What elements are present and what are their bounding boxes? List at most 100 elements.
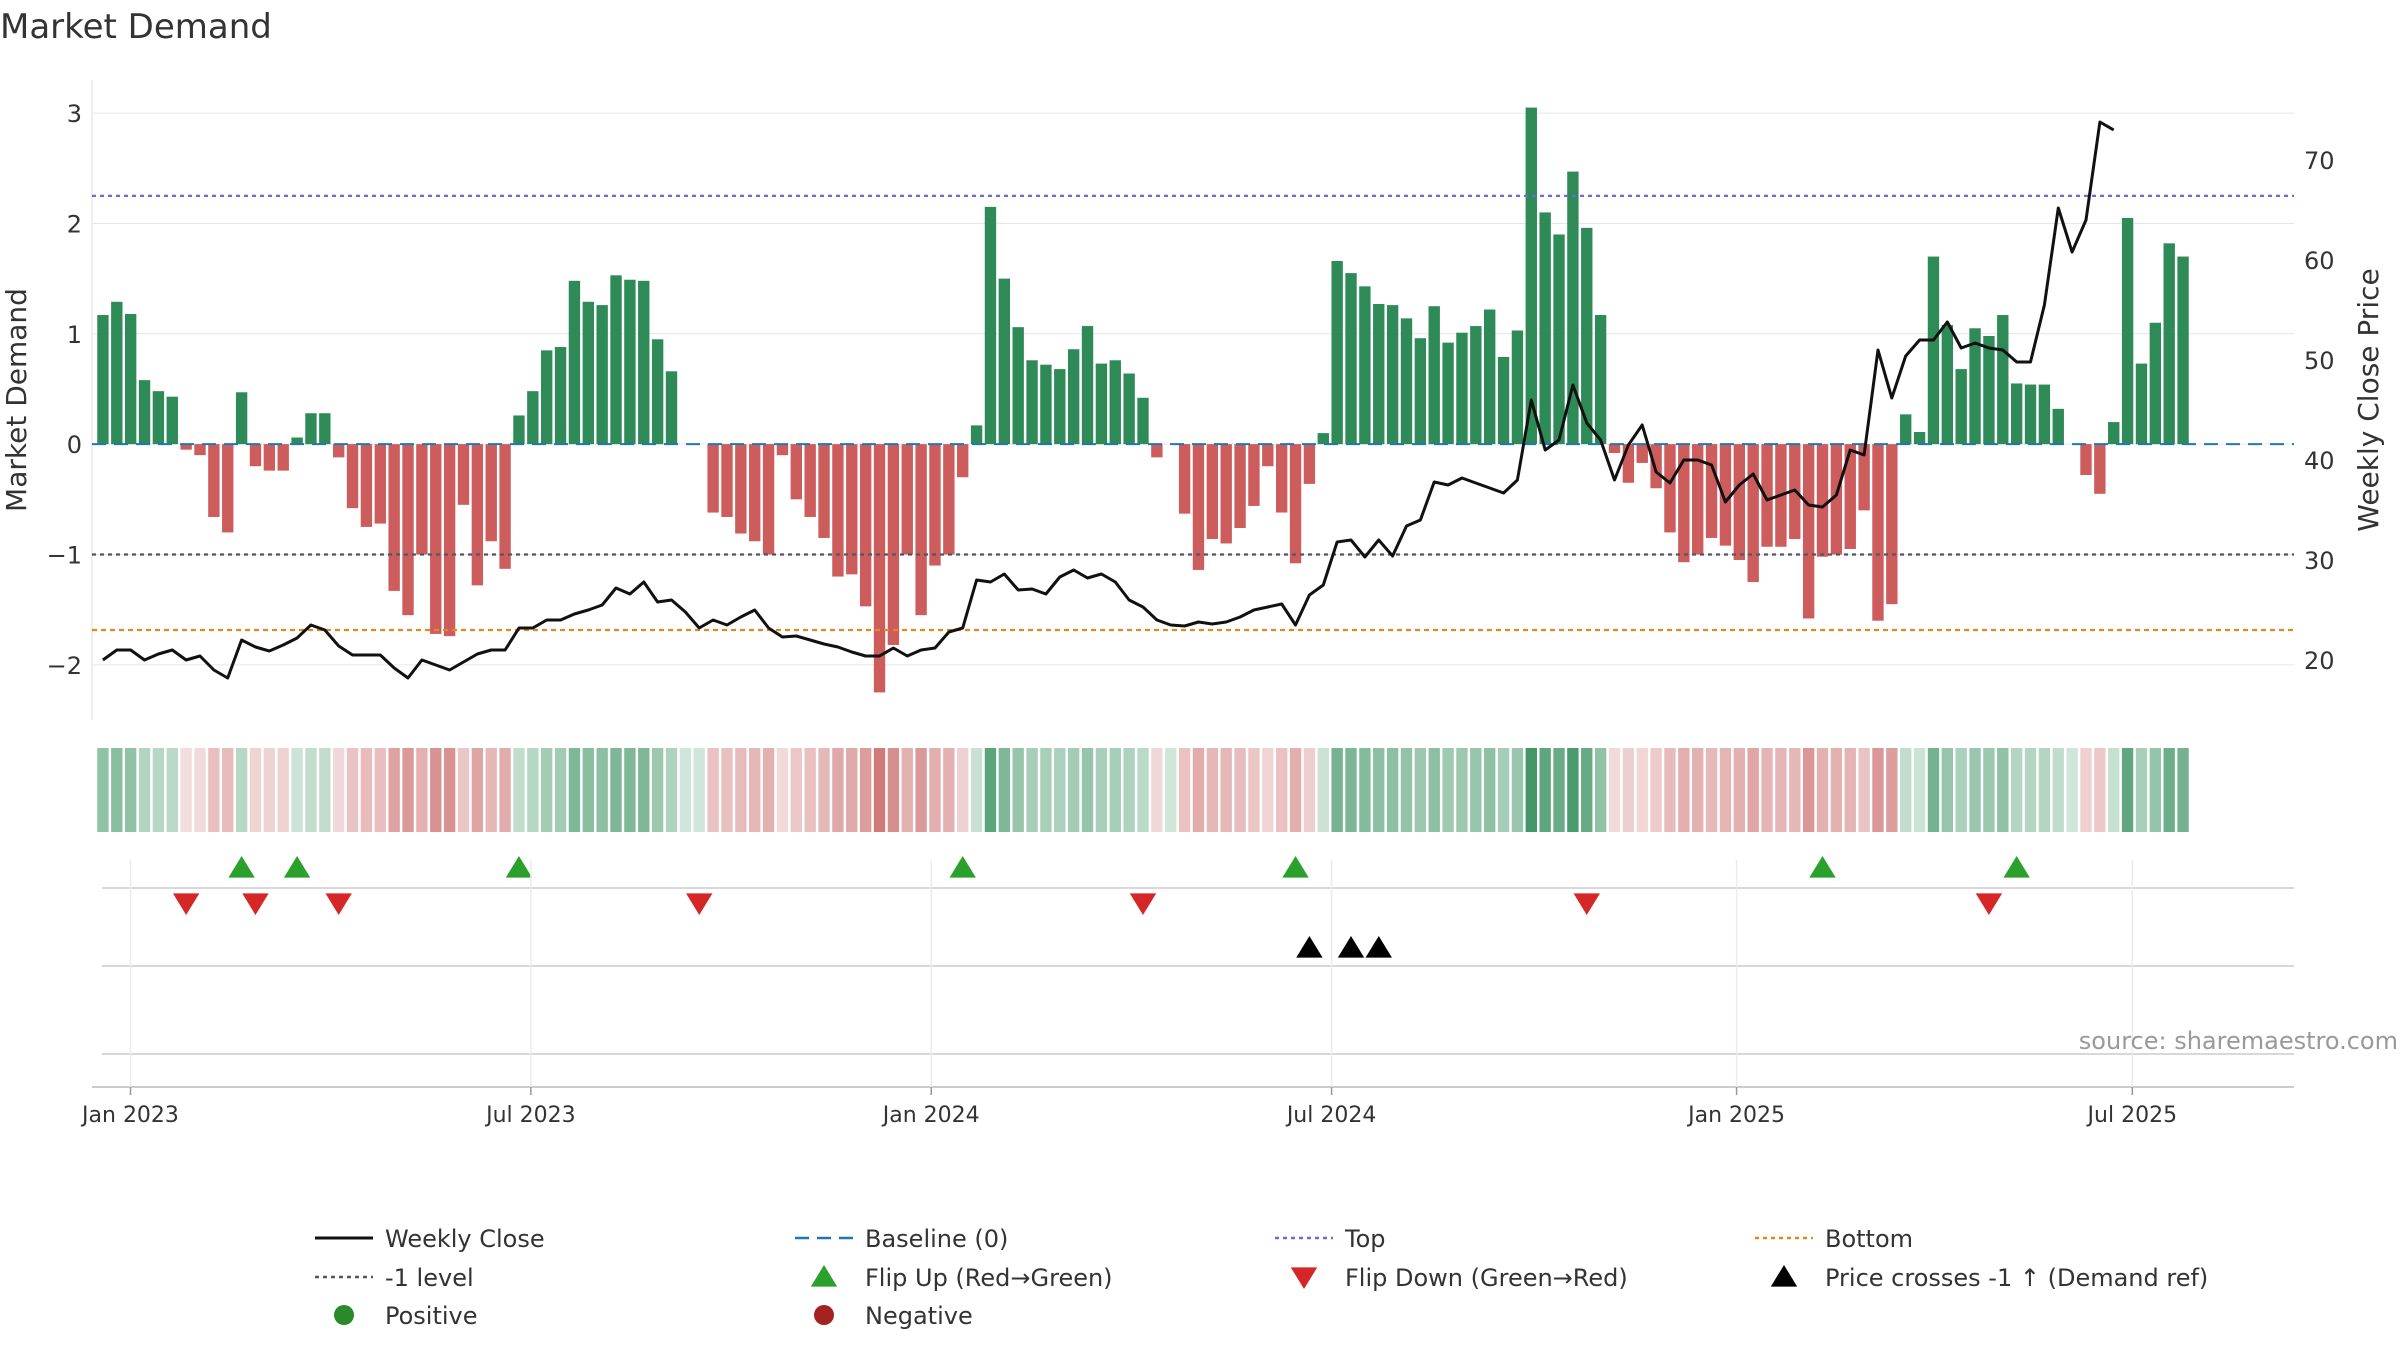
heat-cell [1844, 748, 1856, 832]
heat-cell [1747, 748, 1759, 832]
demand-bar [1983, 336, 1995, 445]
demand-bar [943, 444, 955, 555]
heat-cell [1539, 748, 1551, 832]
legend-label: Positive [385, 1302, 478, 1330]
heat-cell [374, 748, 386, 832]
heat-cell [1733, 748, 1745, 832]
flip-down-marker [1975, 893, 2003, 915]
demand-bar [1345, 273, 1357, 445]
demand-bar [1220, 444, 1232, 544]
y2-axis-label: Weekly Close Price [2352, 268, 2385, 531]
demand-bar [1497, 356, 1510, 445]
demand-bar [2052, 408, 2064, 445]
demand-bar [332, 444, 345, 458]
demand-bar [873, 444, 886, 693]
demand-bar [1719, 444, 1732, 546]
heat-cell [485, 748, 497, 832]
heat-cell [1109, 748, 1121, 832]
y-tick-label: 1 [67, 321, 82, 349]
heat-cell [1581, 748, 1593, 832]
heat-cell [721, 748, 733, 832]
demand-bar [541, 350, 553, 445]
demand-bar [1858, 444, 1870, 511]
flip-down-marker [1129, 893, 1157, 915]
demand-bar [374, 444, 386, 524]
demand-bar [707, 444, 719, 513]
y-tick-label: 2 [67, 210, 82, 238]
demand-bar [319, 413, 331, 445]
heat-cell [319, 748, 331, 832]
demand-bar [1733, 444, 1745, 560]
demand-bar [1747, 444, 1759, 583]
demand-bar [929, 444, 941, 566]
demand-bar [305, 413, 317, 445]
demand-bar [1414, 338, 1427, 445]
heat-cell [1775, 748, 1787, 832]
heat-cell [1900, 748, 1912, 832]
heat-cell [152, 748, 165, 832]
heat-cell [527, 748, 539, 832]
heat-cell [2094, 748, 2106, 832]
legend-swatch-triangle-up [810, 1265, 838, 1287]
heat-cell [443, 748, 456, 832]
demand-bar [1178, 444, 1191, 514]
demand-bar [1955, 369, 1967, 445]
demand-bar [2177, 256, 2189, 445]
demand-bar [1816, 444, 1829, 557]
heat-cell [818, 748, 830, 832]
heat-cell [1664, 748, 1676, 832]
heat-cell [97, 748, 109, 832]
demand-bar [1095, 363, 1108, 445]
reference-lines [92, 194, 2294, 632]
heat-cell [1692, 748, 1704, 832]
y-axis-label: Market Demand [0, 288, 33, 512]
flip-up-marker [949, 856, 976, 878]
demand-bar [638, 280, 650, 445]
demand-bar [499, 444, 511, 569]
legend: Weekly Close Baseline (0) Top Bottom -1 leve… [315, 1225, 2208, 1330]
heat-cell [1178, 748, 1191, 832]
heat-cell [1317, 748, 1329, 832]
legend-swatch-circle [814, 1305, 834, 1325]
heat-cell [1414, 748, 1427, 832]
heat-cell [943, 748, 955, 832]
x-tick-label: Jul 2023 [484, 1103, 576, 1128]
heat-cell [915, 748, 927, 832]
demand-bar [402, 444, 414, 616]
heat-cell [1220, 748, 1232, 832]
heat-cell [1456, 748, 1468, 832]
demand-bar [2038, 384, 2051, 445]
event-marker-rows [102, 856, 2294, 1055]
heat-cell [929, 748, 941, 832]
legend-label: Flip Down (Green→Red) [1345, 1264, 1628, 1292]
flip-up-marker [283, 856, 311, 878]
heat-cell [332, 748, 345, 832]
demand-bar [1511, 330, 1524, 445]
heat-cell [1872, 748, 1884, 832]
demand-bar [1206, 444, 1219, 540]
demand-bar [152, 391, 165, 445]
demand-bar [651, 339, 664, 445]
demand-bar [776, 444, 789, 456]
demand-bar [846, 444, 858, 575]
demand-bar [735, 444, 747, 534]
demand-bar [2094, 444, 2106, 494]
demand-bar [277, 444, 289, 471]
heat-cell [970, 748, 983, 832]
heat-cell [1802, 748, 1815, 832]
demand-bar [818, 444, 830, 538]
heat-cell [541, 748, 553, 832]
demand-bar [1664, 444, 1676, 533]
heat-cell [887, 748, 900, 832]
heat-cell [360, 748, 373, 832]
demand-bar [957, 444, 969, 478]
legend-label: Weekly Close [385, 1225, 545, 1253]
heat-cell [1997, 748, 2009, 832]
heat-cell [2108, 748, 2120, 832]
demand-bar [1594, 315, 1607, 445]
heat-cell [610, 748, 622, 832]
legend-swatch-triangle-up [1770, 1265, 1798, 1287]
heat-cell [1137, 748, 1149, 832]
heat-cell [2149, 748, 2162, 832]
